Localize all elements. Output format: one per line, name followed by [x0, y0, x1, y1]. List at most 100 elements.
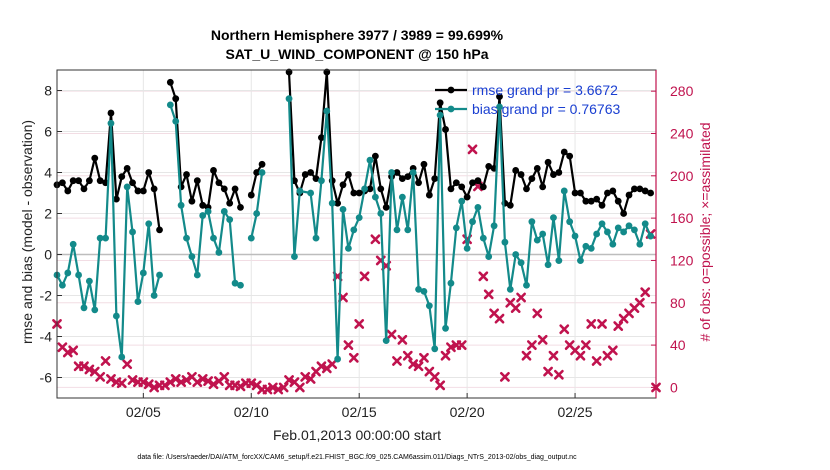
bias-point — [566, 218, 574, 226]
assimilated-marker-stroke — [553, 369, 564, 380]
bias-point — [598, 220, 606, 228]
rmse-point — [220, 185, 228, 193]
assimilated-marker-stroke — [343, 340, 354, 350]
rmse-point — [625, 191, 633, 199]
rmse-point — [150, 185, 158, 193]
assimilated-marker — [521, 350, 532, 361]
assimilated-marker — [634, 297, 645, 308]
bias-point — [555, 257, 563, 265]
rmse-point — [598, 201, 606, 209]
rmse-point — [96, 177, 104, 185]
bias-point — [334, 355, 342, 363]
assimilated-marker — [467, 144, 478, 155]
bias-point — [237, 281, 244, 289]
assimilated-marker-stroke — [537, 334, 548, 345]
bias-point — [523, 281, 530, 289]
rmse-point — [593, 195, 601, 203]
rmse-point — [577, 189, 584, 197]
y-tick-label-left: 6 — [44, 124, 52, 140]
rmse-point — [377, 185, 385, 193]
assimilated-marker — [370, 234, 381, 245]
assimilated-marker-stroke — [634, 297, 645, 308]
assimilated-marker-stroke — [591, 356, 602, 366]
rmse-point — [560, 148, 568, 156]
rmse-point — [210, 167, 217, 174]
bias-point — [371, 193, 379, 201]
assimilated-marker-stroke — [429, 371, 440, 382]
assimilated-marker-stroke — [289, 377, 300, 388]
assimilated-marker-stroke — [478, 271, 489, 282]
bias-point — [614, 224, 622, 232]
x-tick-label: 02/20 — [450, 404, 485, 420]
assimilated-marker-stroke — [187, 371, 197, 382]
assimilated-marker-stroke — [79, 361, 89, 372]
assimilated-marker-stroke — [95, 371, 106, 382]
rmse-point — [582, 197, 590, 205]
rmse-point — [452, 179, 460, 187]
rmse-point — [393, 169, 401, 176]
rmse-point — [307, 169, 315, 176]
rmse-point — [647, 189, 655, 197]
bias-point — [647, 232, 655, 240]
assimilated-marker — [537, 334, 548, 345]
rmse-point — [226, 199, 234, 207]
assimilated-marker-stroke — [176, 377, 187, 388]
bias-point — [582, 242, 590, 250]
rmse-point — [355, 189, 363, 197]
assimilated-marker — [640, 287, 651, 298]
x-tick-label: 02/05 — [126, 404, 161, 420]
assimilated-marker-stroke — [597, 319, 607, 329]
bias-point — [204, 208, 212, 215]
legend-label-rmse: rmse grand pr = 3.6672 — [472, 82, 618, 98]
bias-point — [177, 201, 185, 209]
rmse-point — [469, 179, 476, 187]
assimilated-marker — [278, 382, 289, 393]
bias-point — [69, 240, 77, 248]
bias-point — [291, 253, 298, 260]
bias-point — [307, 189, 315, 197]
rmse-point — [404, 173, 412, 181]
rmse-point — [231, 185, 239, 193]
rmse-point — [517, 171, 525, 178]
rmse-point — [436, 99, 444, 107]
assimilated-marker-stroke — [251, 380, 262, 391]
rmse-point — [463, 193, 471, 201]
assimilated-marker-stroke — [106, 374, 116, 384]
bias-point — [215, 249, 223, 256]
y-tick-label-right: 0 — [670, 379, 678, 395]
rmse-point — [69, 177, 77, 185]
bias-point — [139, 269, 147, 277]
legend-marker-bias — [447, 105, 455, 113]
rmse-point — [350, 189, 358, 197]
assimilated-marker — [208, 379, 219, 390]
y-tick-label-left: 8 — [44, 83, 52, 99]
assimilated-marker-stroke — [510, 303, 521, 313]
assimilated-marker — [116, 378, 127, 389]
x-axis-label: Feb.01,2013 00:00:00 start — [273, 427, 441, 443]
y-tick-label-right: 160 — [670, 210, 694, 226]
bias-point — [366, 156, 374, 164]
bias-line — [56, 122, 161, 359]
assimilated-marker — [235, 381, 246, 392]
bias-point — [625, 222, 633, 230]
bias-point — [571, 232, 579, 240]
assimilated-marker — [160, 380, 170, 391]
bias-point — [75, 271, 82, 279]
assimilated-marker — [543, 366, 553, 377]
assimilated-marker — [143, 379, 154, 390]
assimilated-marker-stroke — [500, 371, 510, 382]
assimilated-marker — [348, 352, 359, 363]
rmse-point — [58, 179, 66, 187]
bias-point — [587, 244, 595, 252]
rmse-point — [145, 169, 153, 176]
assimilated-marker-stroke — [559, 324, 570, 335]
bias-point — [479, 234, 487, 242]
assimilated-marker-stroke — [203, 376, 213, 386]
assimilated-marker-stroke — [262, 384, 273, 395]
bias-point — [345, 244, 352, 252]
assimilated-marker-stroke — [116, 378, 127, 389]
assimilated-marker-stroke — [607, 345, 618, 356]
rmse-point — [636, 185, 644, 193]
assimilated-marker-stroke — [160, 380, 170, 391]
